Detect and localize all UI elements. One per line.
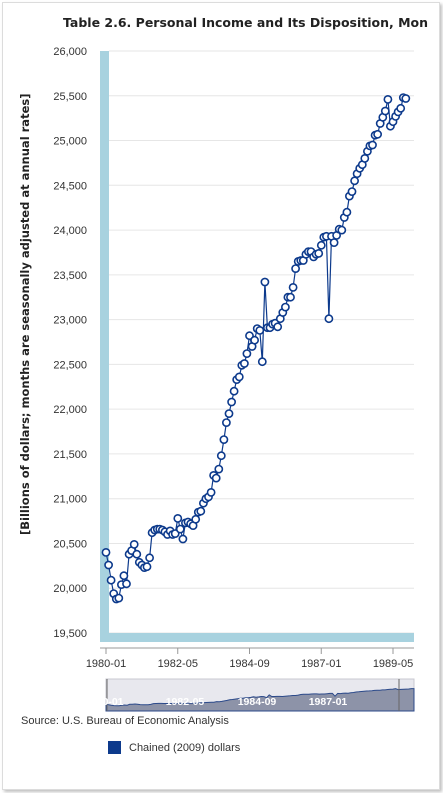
data-point [360, 153, 370, 163]
data-point [242, 349, 252, 358]
data-point [316, 240, 326, 250]
data-point [260, 277, 270, 287]
data-point [122, 579, 131, 589]
data-point [234, 372, 244, 382]
y-tick-label: 19,500 [53, 628, 87, 640]
x-tick-label: 1989-05 [373, 658, 413, 670]
y-tick-label: 21,500 [53, 449, 87, 461]
data-point [401, 94, 411, 103]
data-point [132, 549, 142, 559]
data-point [214, 464, 224, 474]
x-tick-label: 1987-01 [301, 658, 341, 670]
data-point [380, 106, 390, 116]
data-point [314, 248, 324, 258]
navigator-label: 1982-05 [166, 696, 205, 708]
navigator-label: 1987-01 [309, 696, 348, 708]
y-tick-label: 22,000 [53, 404, 87, 416]
data-point [342, 207, 352, 217]
data-point [347, 187, 357, 196]
data-point [257, 357, 267, 367]
data-point [191, 514, 201, 524]
data-point [142, 562, 152, 572]
navigator-area [105, 688, 415, 712]
data-point [288, 282, 298, 292]
navigator-label: 1984-09 [238, 696, 277, 708]
data-point [216, 451, 226, 461]
legend-label: Chained (2009) dollars [129, 741, 241, 754]
data-point [106, 575, 116, 585]
data-point [291, 264, 300, 273]
source-note: Source: U.S. Bureau of Economic Analysis [21, 715, 229, 727]
x-tick-label: 1982-05 [158, 658, 198, 670]
data-point [227, 397, 236, 407]
x-axis-band [100, 633, 414, 642]
data-point [280, 302, 290, 312]
data-point [229, 386, 239, 396]
data-point [219, 435, 229, 444]
data-point [101, 548, 111, 557]
y-tick-label: 24,000 [53, 225, 87, 237]
data-point [175, 524, 185, 534]
data-point [196, 506, 206, 516]
data-point [286, 292, 295, 302]
navigator-label: 0-01 [102, 696, 123, 708]
legend[interactable]: Chained (2009) dollars [108, 741, 240, 754]
data-point [119, 571, 129, 581]
y-tick-label: 22,500 [53, 359, 87, 371]
data-point [178, 534, 188, 544]
data-point [250, 335, 259, 345]
data-point [255, 325, 265, 335]
y-tick-label: 21,000 [53, 494, 87, 506]
y-tick-label: 26,000 [53, 46, 87, 58]
data-point [273, 322, 283, 332]
data-point [324, 314, 334, 324]
data-point [373, 129, 382, 139]
y-tick-label: 23,000 [53, 315, 87, 327]
data-point [337, 225, 347, 235]
x-tick-label: 1984-09 [229, 658, 269, 670]
chart-title: Table 2.6. Personal Income and Its Dispo… [63, 15, 429, 30]
legend-swatch [108, 741, 121, 754]
y-axis-band [100, 51, 109, 641]
data-point [104, 560, 113, 570]
y-tick-label: 24,500 [53, 180, 87, 192]
data-point [211, 473, 221, 483]
data-point [145, 553, 154, 563]
y-tick-label: 23,500 [53, 270, 87, 282]
data-point [221, 418, 231, 427]
data-point [114, 593, 124, 603]
data-point [206, 487, 216, 497]
data-point [368, 140, 377, 150]
y-tick-label: 25,000 [53, 136, 87, 148]
x-tick-label: 1980-01 [86, 658, 126, 670]
data-point [396, 103, 406, 113]
y-tick-label: 20,500 [53, 538, 87, 550]
y-tick-label: 25,500 [53, 91, 87, 103]
data-point [383, 95, 393, 104]
data-point [129, 540, 139, 549]
plot-area: 19,500 20,000 20,500 21,000 21,500 22,000 22,5… [53, 46, 415, 712]
data-point [173, 514, 183, 523]
data-point [350, 176, 359, 186]
data-point [239, 359, 249, 368]
y-tick-label: 20,000 [53, 583, 87, 595]
data-point [329, 238, 339, 247]
data-point [224, 409, 234, 418]
